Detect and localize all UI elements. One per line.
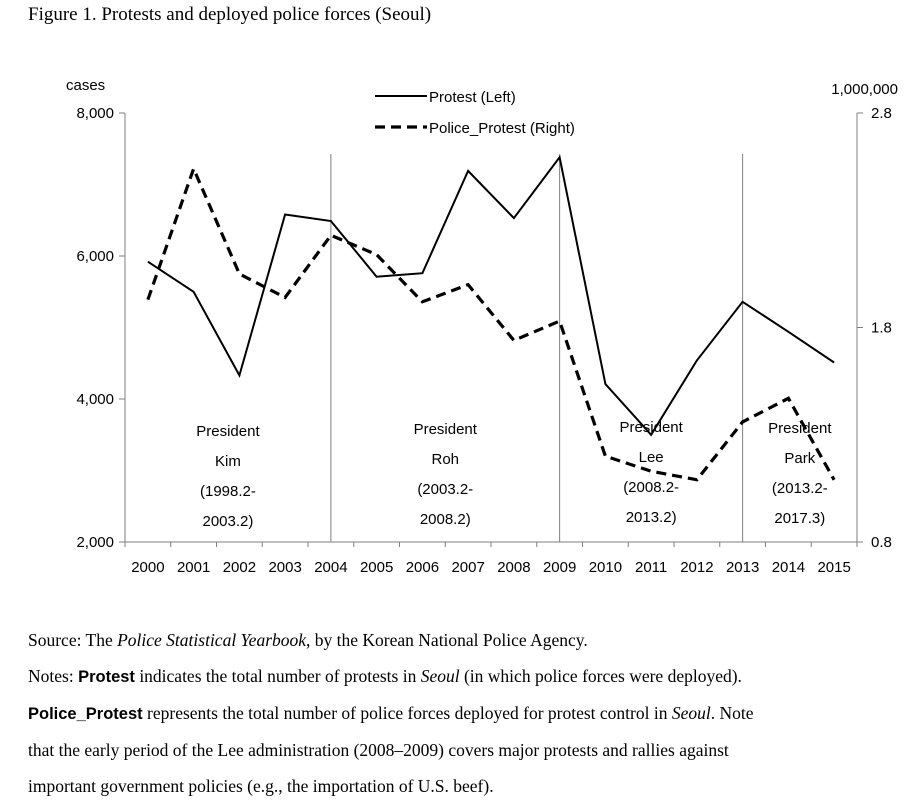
source-suffix: , by the Korean National Police Agency. xyxy=(306,630,588,650)
era-label-line: 2003.2) xyxy=(203,513,254,530)
note-line-4: important government policies (e.g., the… xyxy=(28,776,494,796)
era-label-line: 2017.3) xyxy=(774,510,825,527)
x-tick-label: 2015 xyxy=(817,559,850,576)
note-prefix: Notes: xyxy=(28,666,79,686)
era-label-line: President xyxy=(196,423,260,440)
era-label-line: Lee xyxy=(639,449,664,466)
notes-block: Source: The Police Statistical Yearbook,… xyxy=(28,622,898,804)
legend-label: Protest (Left) xyxy=(429,89,516,106)
note-text-1: indicates the total number of protests i… xyxy=(134,666,421,686)
note-protest-term: Protest xyxy=(78,668,135,686)
note-suffix-1: (in which police forces were deployed). xyxy=(459,666,742,686)
x-tick-label: 2013 xyxy=(726,559,759,576)
right-tick-label: 2.8 xyxy=(871,105,892,122)
era-label-line: (2008.2- xyxy=(623,479,679,496)
legend-label: Police_Protest (Right) xyxy=(429,120,575,137)
source-prefix: Source: The xyxy=(28,630,118,650)
line-chart: 2,000 4,000 6,000 8,000 0.8 1.8 2.8 cases 1,000,… xyxy=(66,77,898,576)
police-protest-series-line xyxy=(146,164,836,482)
note-seoul-1: Seoul xyxy=(420,666,460,686)
era-label-line: 2008.2) xyxy=(420,511,471,528)
protest-series-line xyxy=(147,154,835,437)
source-line: Source: The Police Statistical Yearbook,… xyxy=(28,622,898,658)
note-police-term: Police_Protest xyxy=(28,705,143,723)
note-line-3: that the early period of the Lee adminis… xyxy=(28,740,729,760)
era-label-line: 2013.2) xyxy=(626,509,677,526)
era-label-line: President xyxy=(414,421,478,438)
right-tick-label: 1.8 xyxy=(871,320,892,337)
era-label-line: Roh xyxy=(431,451,459,468)
left-tick-label: 8,000 xyxy=(76,105,114,122)
right-axis-unit: 1,000,000 xyxy=(831,81,898,98)
note-seoul-2: Seoul xyxy=(671,703,711,723)
x-tick-label: 2010 xyxy=(589,559,622,576)
x-tick-label: 2002 xyxy=(223,559,256,576)
era-label-line: Park xyxy=(784,450,815,467)
note-text-2: represents the total number of police fo… xyxy=(142,703,672,723)
x-tick-label: 2004 xyxy=(314,559,347,576)
note-line-1: Notes: Protest indicates the total numbe… xyxy=(28,658,898,695)
x-tick-label: 2008 xyxy=(497,559,530,576)
era-label-line: President xyxy=(768,420,832,437)
era-label-line: (1998.2- xyxy=(200,483,256,500)
era-label-line: Kim xyxy=(215,453,241,470)
era-label-line: (2013.2- xyxy=(772,480,828,497)
left-tick-label: 2,000 xyxy=(76,534,114,551)
era-label-line: (2003.2- xyxy=(417,481,473,498)
figure-title: Figure 1. Protests and deployed police f… xyxy=(28,4,432,25)
era-label-line: President xyxy=(619,419,683,436)
x-tick-label: 2001 xyxy=(177,559,210,576)
x-tick-label: 2007 xyxy=(451,559,484,576)
x-tick-label: 2014 xyxy=(772,559,805,576)
x-tick-label: 2012 xyxy=(680,559,713,576)
right-tick-label: 0.8 xyxy=(871,534,892,551)
left-axis-unit: cases xyxy=(66,77,105,94)
source-title: Police Statistical Yearbook xyxy=(117,630,307,650)
x-tick-label: 2011 xyxy=(635,559,667,576)
x-tick-label: 2000 xyxy=(131,559,164,576)
left-tick-label: 4,000 xyxy=(76,391,114,408)
left-tick-label: 6,000 xyxy=(76,248,114,265)
note-line-2: Police_Protest represents the total numb… xyxy=(28,695,898,732)
note-suffix-2: . Note xyxy=(710,703,754,723)
x-tick-label: 2003 xyxy=(268,559,301,576)
x-tick-label: 2006 xyxy=(406,559,439,576)
x-tick-label: 2005 xyxy=(360,559,393,576)
x-tick-label: 2009 xyxy=(543,559,576,576)
